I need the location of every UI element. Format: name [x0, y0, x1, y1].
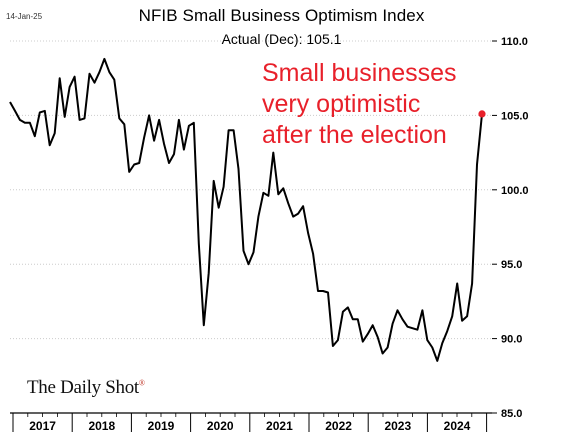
y-tick-label: 100.0: [501, 185, 529, 197]
latest-value-point: [478, 110, 486, 118]
series-line: [9, 57, 483, 362]
chart-subtitle: Actual (Dec): 105.1: [221, 31, 342, 47]
date-stamp: 14-Jan-25: [6, 12, 43, 21]
x-tick-label: 2022: [325, 419, 352, 433]
y-tick-label: 95.0: [501, 259, 522, 271]
chart-title: NFIB Small Business Optimism Index: [138, 6, 425, 25]
x-tick-label: 2023: [384, 419, 411, 433]
y-tick-label: 105.0: [501, 110, 529, 122]
x-tick-label: 2024: [444, 419, 471, 433]
x-tick-label: 2020: [207, 419, 234, 433]
x-tick-label: 2017: [29, 419, 56, 433]
logo-registered-mark: ®: [138, 378, 145, 388]
x-tick-label: 2019: [148, 419, 175, 433]
grid-layer: [10, 40, 492, 340]
logo-text: The Daily Shot: [27, 377, 139, 398]
annotation-text: Small businesses very optimistic after t…: [262, 59, 457, 149]
series-layer: [9, 57, 486, 362]
y-tick-label: 90.0: [501, 334, 522, 346]
x-tick-label: 2018: [88, 419, 115, 433]
y-tick-label: 85.0: [501, 408, 522, 420]
x-tick-label: 2021: [266, 419, 293, 433]
daily-shot-logo: The Daily Shot®: [27, 377, 145, 399]
y-tick-label: 110.0: [501, 36, 528, 48]
axis-layer: 110.0 105.0 100.0 95.0 90.0 85.0 2017 2018 2019 2…: [10, 36, 529, 433]
